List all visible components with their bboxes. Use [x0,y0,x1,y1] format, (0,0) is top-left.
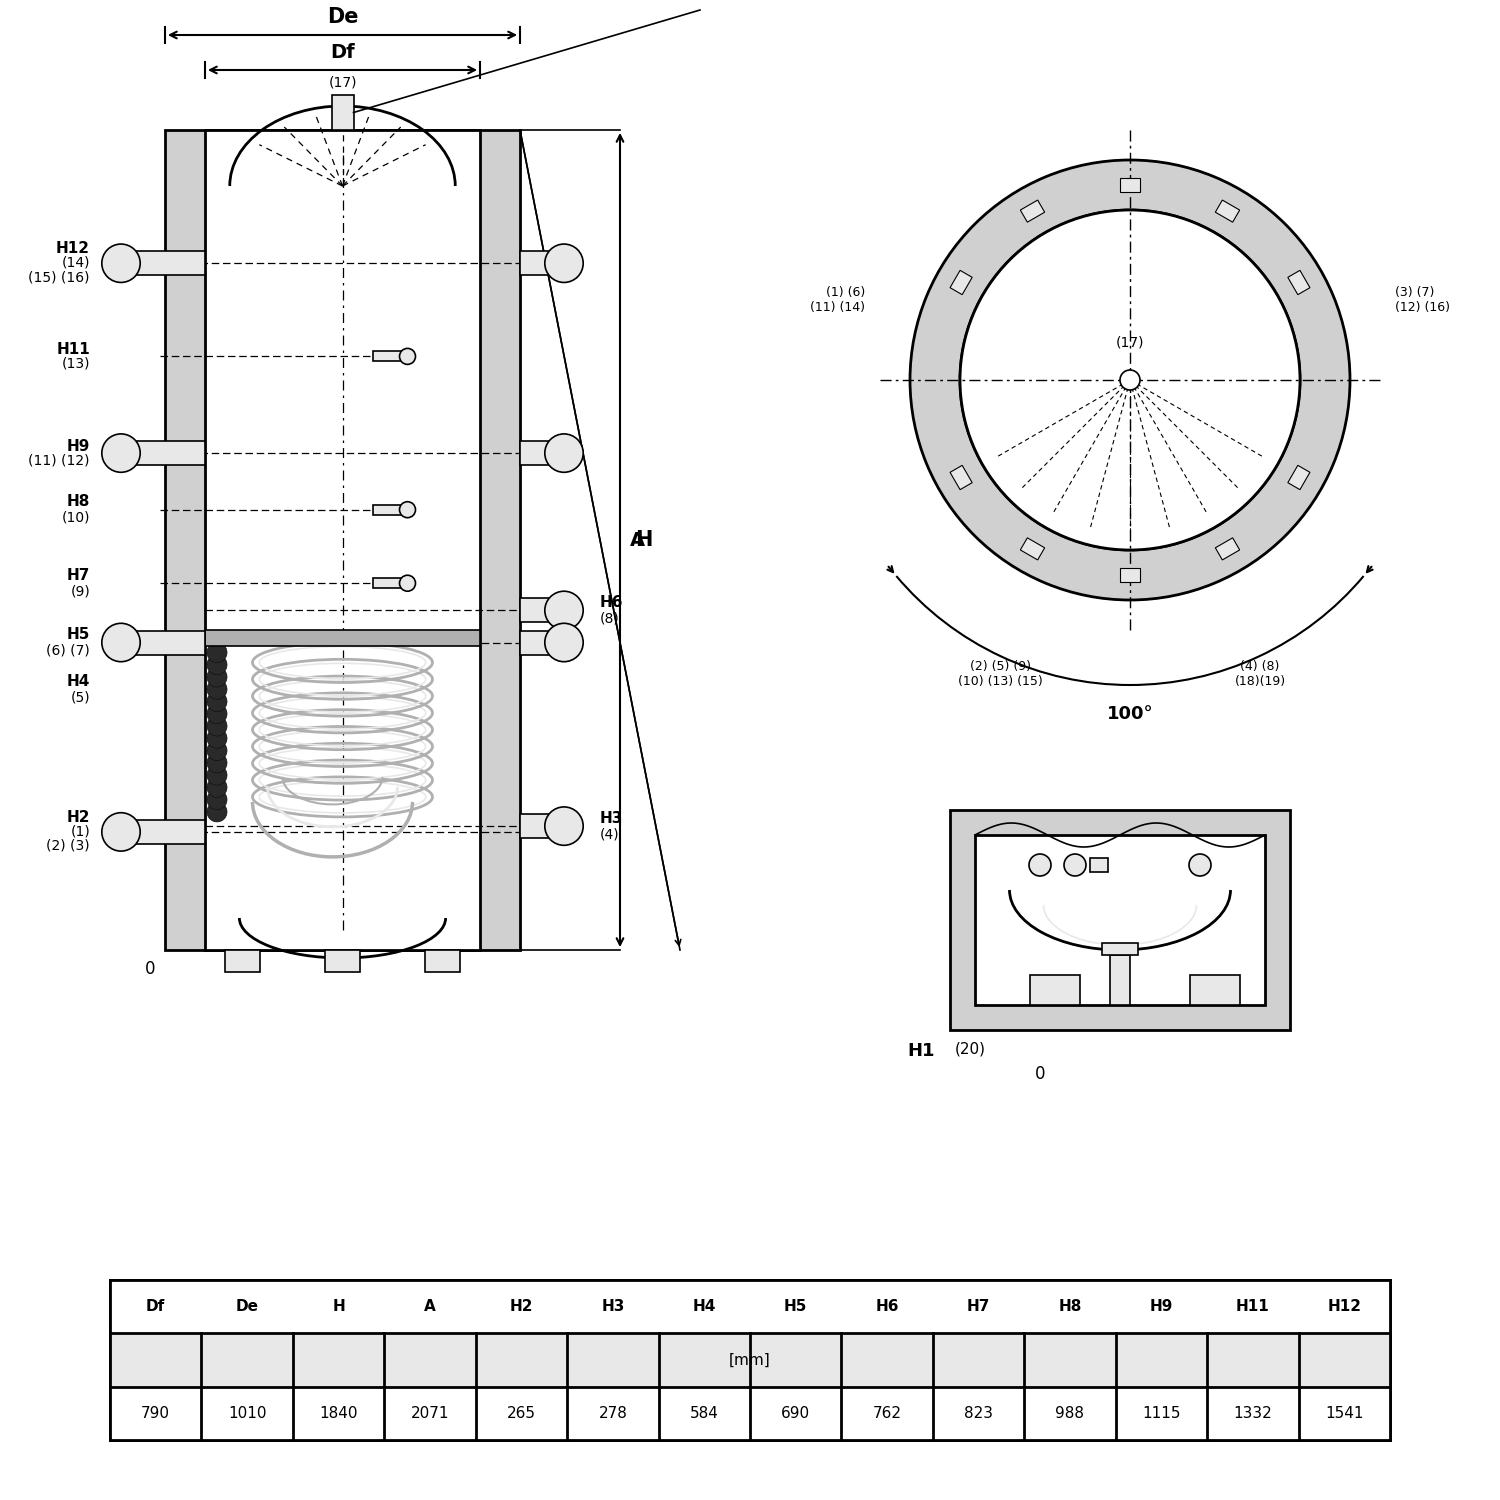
Text: 1010: 1010 [228,1406,267,1420]
Bar [116,821,206,844]
Bar [1110,956,1130,1005]
Text: Df: Df [330,44,356,62]
Text: H3: H3 [600,810,624,825]
Bar [520,815,570,839]
Text: Df: Df [146,1299,165,1314]
Text: [mm]: [mm] [729,1353,771,1368]
Bar [372,578,408,588]
Circle shape [207,777,226,798]
Text: H7: H7 [66,567,90,582]
Bar [1120,178,1140,192]
Circle shape [544,591,584,630]
Circle shape [544,807,584,846]
Text: 1541: 1541 [1324,1406,1364,1420]
Text: (17): (17) [328,76,357,90]
Bar [1030,975,1080,1005]
Text: 100°: 100° [1107,705,1154,723]
Bar [424,950,460,972]
Text: H2: H2 [510,1299,532,1314]
Bar [950,465,972,489]
Bar [1020,200,1044,222]
Bar [110,1386,1391,1440]
Text: (4) (8)
(18)(19): (4) (8) (18)(19) [1234,660,1286,688]
Text: (15) (16): (15) (16) [28,270,90,285]
Text: (20): (20) [956,1042,986,1058]
Bar [1288,270,1310,294]
Bar [110,1334,1391,1386]
Text: H6: H6 [600,596,624,610]
Circle shape [544,244,584,282]
Text: H9: H9 [1149,1299,1173,1314]
Bar [1288,465,1310,489]
Circle shape [207,802,226,822]
Text: H: H [634,530,652,550]
Circle shape [207,741,226,760]
Text: H4: H4 [66,674,90,688]
Text: H11: H11 [1236,1299,1269,1314]
Bar [975,836,1264,1005]
Circle shape [102,813,140,850]
Circle shape [399,348,416,364]
Circle shape [102,433,140,472]
Circle shape [1120,370,1140,390]
Text: H2: H2 [66,810,90,825]
Bar [332,94,354,130]
Bar [372,351,408,361]
Wedge shape [910,160,1350,600]
Circle shape [207,692,226,711]
Bar [520,441,570,465]
Text: (13): (13) [62,357,90,370]
Circle shape [207,704,226,724]
Text: (17): (17) [1116,336,1144,350]
Bar [950,810,1290,1030]
Bar [206,630,480,645]
Text: 762: 762 [873,1406,901,1420]
Text: H7: H7 [968,1299,990,1314]
Circle shape [207,765,226,784]
Circle shape [544,624,584,662]
Text: (3) (7)
(12) (16): (3) (7) (12) (16) [1395,286,1450,314]
Text: H6: H6 [876,1299,898,1314]
Text: H12: H12 [56,240,90,255]
Circle shape [207,668,226,687]
Text: 0: 0 [1035,1065,1046,1083]
Bar [520,251,570,276]
Bar [206,130,480,950]
Bar [1102,944,1138,956]
Circle shape [544,433,584,472]
Text: (6) (7): (6) (7) [46,644,90,657]
Bar [116,630,206,654]
Text: 790: 790 [141,1406,170,1420]
Text: H1: H1 [908,1042,934,1060]
Bar [110,1280,1391,1334]
Text: 278: 278 [598,1406,627,1420]
Circle shape [399,501,416,518]
Text: (2) (3): (2) (3) [46,839,90,854]
Text: H11: H11 [57,342,90,357]
Text: (1): (1) [70,825,90,839]
Text: 584: 584 [690,1406,718,1420]
Text: A: A [424,1299,436,1314]
Text: H5: H5 [784,1299,807,1314]
Text: H9: H9 [66,438,90,453]
Bar [950,270,972,294]
Text: H3: H3 [602,1299,624,1314]
Circle shape [1190,853,1210,876]
Text: 1840: 1840 [320,1406,358,1420]
Bar [116,441,206,465]
Bar [1020,538,1044,560]
Text: H8: H8 [1059,1299,1082,1314]
Text: H12: H12 [1328,1299,1362,1314]
Bar [1215,538,1239,560]
Bar [110,1280,1391,1440]
Circle shape [102,244,140,282]
Text: 265: 265 [507,1406,536,1420]
Text: H5: H5 [66,627,90,642]
Circle shape [207,680,226,699]
Circle shape [207,716,226,736]
Text: (4): (4) [600,827,619,842]
Bar [326,950,360,972]
Text: H4: H4 [693,1299,715,1314]
Bar [520,630,570,654]
Text: 0: 0 [144,960,154,978]
